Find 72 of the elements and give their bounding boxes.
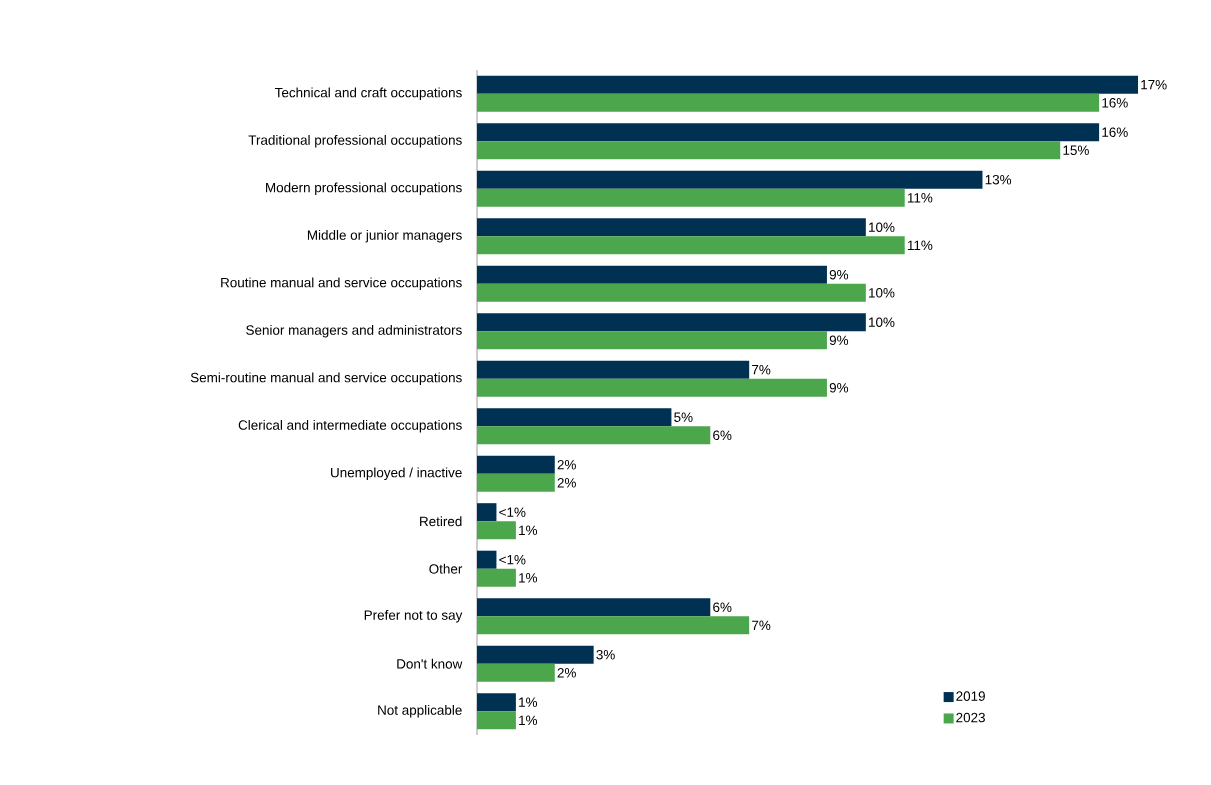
data-label: <1% — [499, 507, 526, 517]
bar — [477, 550, 497, 569]
data-label: 1% — [519, 697, 538, 707]
bar — [477, 408, 672, 427]
y-tick-label: Technical and craft occupations — [274, 87, 462, 101]
data-label: 7% — [752, 365, 771, 375]
bar — [477, 645, 594, 664]
legend-label: 2019 — [956, 691, 985, 701]
bar — [477, 218, 866, 237]
data-label: 11% — [907, 193, 933, 203]
data-label: 2% — [557, 459, 576, 470]
legend-label: 2023 — [956, 712, 985, 723]
data-label: 9% — [829, 269, 849, 280]
bar — [477, 568, 516, 587]
y-tick-label: Clerical and intermediate occupations — [238, 419, 462, 433]
bar — [477, 503, 497, 522]
bar — [477, 455, 555, 474]
data-label: 9% — [829, 383, 849, 393]
bar — [477, 663, 555, 682]
data-label: 1% — [519, 715, 538, 725]
y-tick-label: Don't know — [397, 658, 463, 669]
bar — [477, 331, 827, 350]
bar — [477, 426, 711, 445]
y-tick-label: Not applicable — [378, 704, 462, 718]
bar — [477, 616, 750, 635]
data-label: 17% — [1141, 80, 1167, 90]
y-tick-label: Senior managers and administrators — [246, 324, 462, 338]
y-tick-label: Other — [429, 563, 463, 574]
data-label: 2% — [557, 668, 576, 678]
bar — [477, 75, 1139, 94]
bar — [477, 170, 983, 189]
y-tick-label: Prefer not to say — [364, 609, 463, 623]
bar — [477, 598, 711, 617]
bar — [477, 711, 516, 730]
bar — [477, 283, 866, 302]
data-label: 15% — [1063, 145, 1089, 155]
bar — [477, 123, 1100, 142]
bar — [477, 141, 1061, 160]
y-tick-label: Unemployed / inactive — [331, 467, 462, 481]
data-label: 1% — [519, 525, 538, 535]
data-label: 9% — [829, 335, 849, 346]
bar — [477, 693, 516, 712]
data-label: 11% — [907, 240, 933, 250]
y-tick-label: Middle or junior managers — [307, 229, 462, 243]
y-tick-label: Retired — [420, 516, 462, 527]
data-label: 10% — [869, 222, 895, 232]
data-label: 13% — [985, 174, 1012, 185]
data-label: 10% — [869, 288, 895, 298]
bar — [477, 473, 555, 492]
data-label: 16% — [1102, 98, 1128, 108]
data-label: 2% — [557, 478, 576, 488]
bar — [477, 313, 866, 332]
bar — [477, 93, 1100, 112]
bar — [477, 521, 516, 540]
y-tick-label: Traditional professional occupations — [248, 134, 462, 148]
data-label: 7% — [752, 620, 771, 630]
bar — [477, 265, 827, 284]
data-label: 6% — [713, 602, 732, 612]
data-label: 5% — [674, 412, 693, 422]
data-label: 6% — [713, 430, 732, 441]
data-label: 16% — [1102, 127, 1128, 137]
y-tick-label: Semi-routine manual and service occupations — [190, 372, 462, 386]
data-label: 3% — [596, 649, 615, 660]
data-label: 10% — [869, 317, 895, 327]
y-tick-label: Modern professional occupations — [266, 182, 462, 196]
data-label: 1% — [519, 573, 538, 583]
bar — [477, 188, 905, 207]
bar — [477, 378, 827, 397]
bar — [477, 360, 750, 379]
data-label: <1% — [499, 555, 526, 565]
y-tick-label: Routine manual and service occupations — [221, 277, 462, 291]
bar — [477, 236, 905, 255]
